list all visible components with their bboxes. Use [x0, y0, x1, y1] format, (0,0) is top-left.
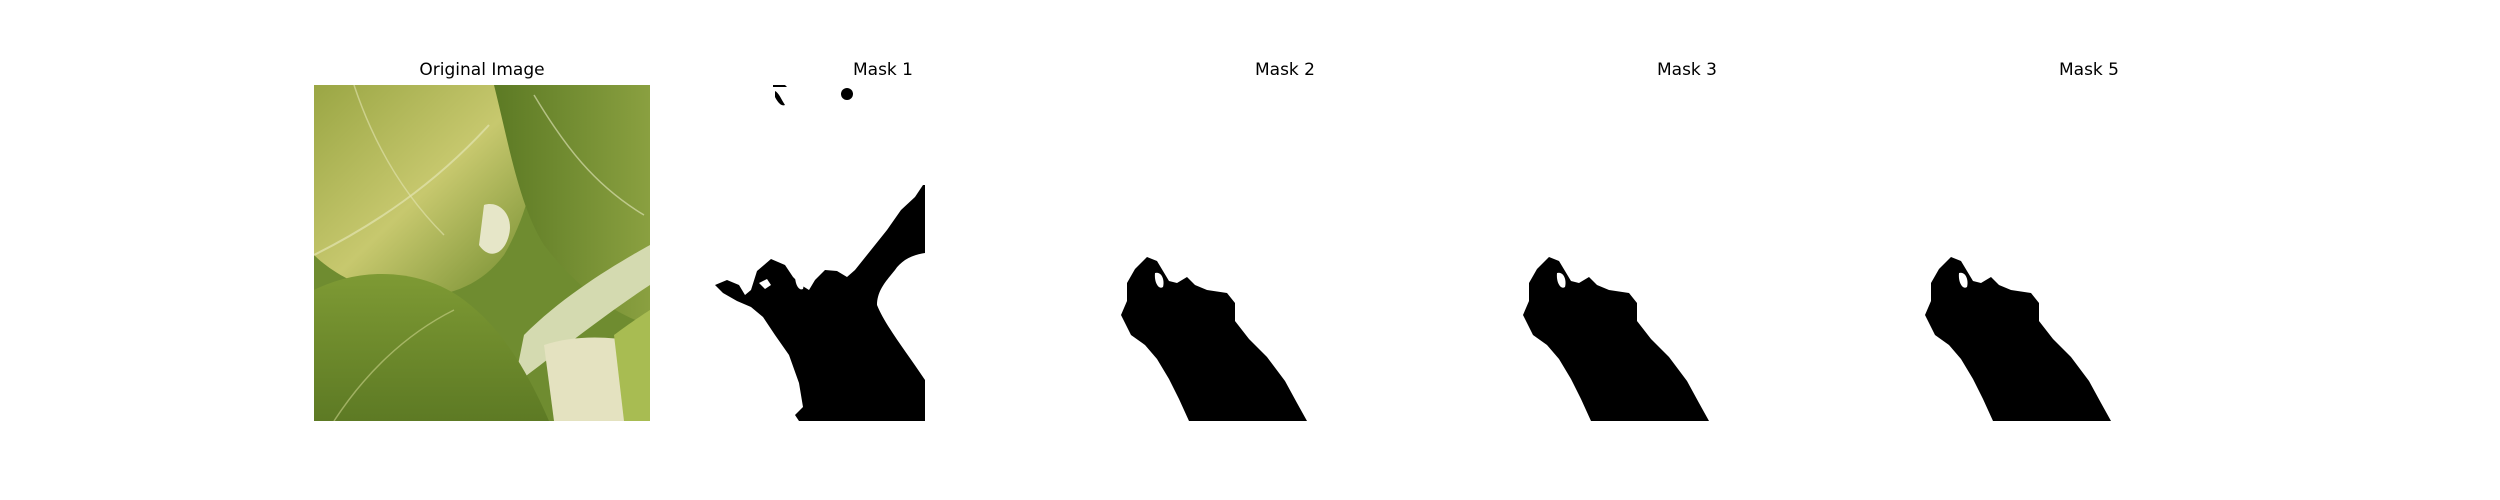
mask-1-image: [715, 85, 1051, 421]
mask-1-title: Mask 1: [852, 60, 913, 80]
mask-2-image: [1117, 85, 1453, 421]
original-image-title: Original Image: [419, 60, 545, 80]
mask-3-title: Mask 3: [1656, 60, 1717, 80]
mask-1-shape: [715, 85, 1051, 421]
mask-2-shape: [1117, 85, 1453, 421]
mask-5-image: [1921, 85, 2257, 421]
mask-3-shape: [1519, 85, 1855, 421]
leaf-photo: [314, 85, 650, 421]
mask-2-title: Mask 2: [1254, 60, 1315, 80]
mask-5-shape: [1921, 85, 2257, 421]
original-image: [314, 85, 650, 421]
mask-3-image: [1519, 85, 1855, 421]
mask-5-title: Mask 5: [2058, 60, 2119, 80]
